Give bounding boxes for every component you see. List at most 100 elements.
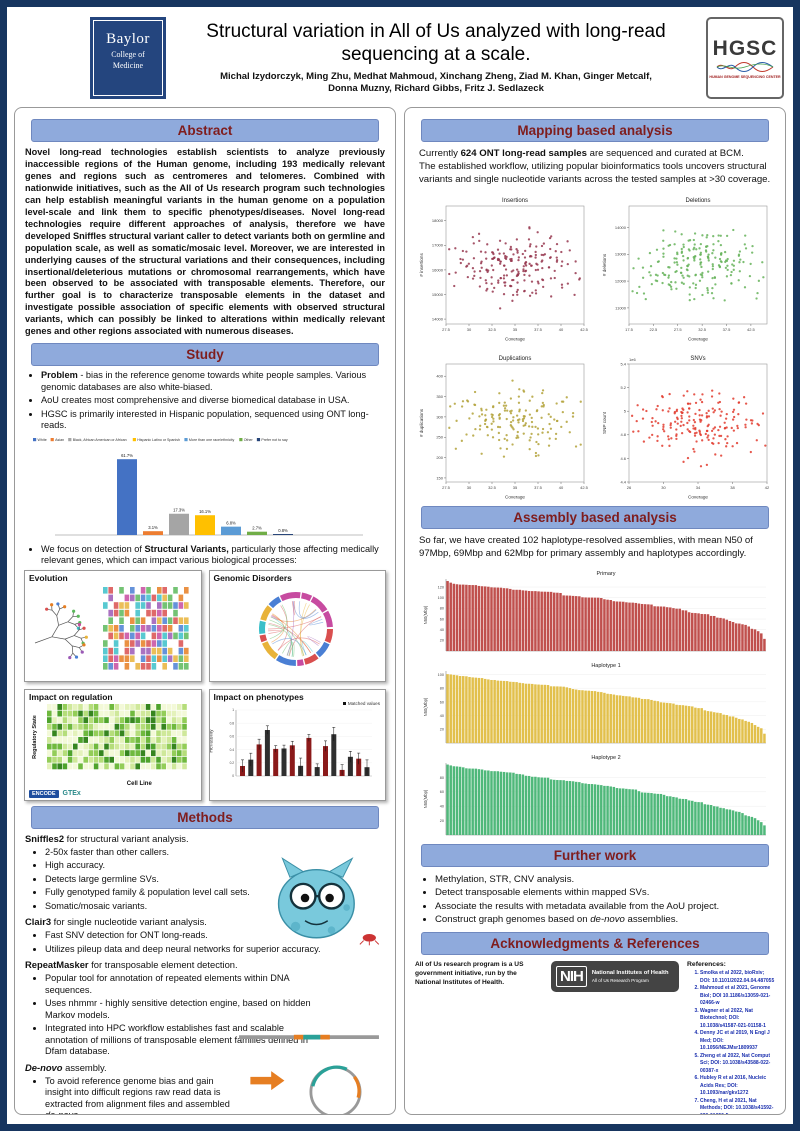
svg-text:40: 40 [440,714,444,718]
svg-text:35: 35 [513,485,518,490]
svg-text:Coverage: Coverage [505,494,525,499]
svg-text:32.5: 32.5 [698,327,707,332]
authors-line: Michal Izydorczyk, Ming Zhu, Medhat Mahm… [220,71,652,83]
denovo-assembly-diagram [239,1034,379,1114]
columns: Abstract Novel long-read technologies es… [14,107,786,1115]
hgsc-logo: HGSC HUMAN GENOME SEQUENCING CENTER [706,17,784,99]
svg-text:40: 40 [559,327,564,332]
tool-name: De-novo [25,1062,63,1073]
further-work-list: Methylation, STR, CNV analysis. Detect t… [411,873,779,927]
acknowledgments-heading: Acknowledgments & References [421,932,769,956]
svg-text:37.5: 37.5 [723,327,732,332]
demographics-bar-chart: White Asian Black, African American or Afr… [27,435,383,541]
svg-text:80: 80 [440,606,444,610]
svg-text:0.2: 0.2 [229,761,234,765]
bullet-item: We focus on detection of Structural Vari… [41,544,389,567]
svg-text:# deletions: # deletions [602,253,607,276]
svg-text:Black, African American or Afr: Black, African American or African [73,438,127,442]
sv-scatter-grid: Insertions 27.5 30 32.5 35 37.5 40 42.5 Coverage… [416,192,774,501]
svg-text:42.5: 42.5 [580,327,589,332]
svg-text:Deletions: Deletions [685,198,710,204]
svg-text:5: 5 [624,408,627,413]
svg-text:Duplications: Duplications [499,356,532,362]
bullet-text: AoU creates most comprehensive and diver… [41,395,350,406]
svg-text:35: 35 [513,327,518,332]
reference-item: Zheng et al 2022, Nat Comput Sci; DOI: 1… [700,1053,775,1076]
svg-text:3.1%: 3.1% [148,525,158,530]
svg-text:# duplications: # duplications [419,408,424,437]
svg-text:27.5: 27.5 [674,327,683,332]
baylor-logo-line: College of [111,50,145,59]
svg-text:32.5: 32.5 [488,327,497,332]
svg-text:White: White [38,438,47,442]
bullet-item: Fully genotyped family & population leve… [45,887,259,899]
regulation-logos: ENCODE GTEx [29,789,81,798]
svg-text:20: 20 [440,819,444,823]
assembly-text: So far, we have created 102 haplotype-re… [419,534,753,559]
svg-text:SNP count: SNP count [602,411,607,434]
nih-line: National Institutes of Health [591,970,669,977]
bullet-text: - bias in the reference genome towards w… [41,370,367,392]
denovo-italic: De-novo [25,1061,63,1073]
study-heading: Study [31,343,379,367]
svg-text:42.5: 42.5 [747,327,756,332]
bullet-item: To avoid reference genome bias and gain … [45,1076,235,1114]
svg-text:400: 400 [436,373,443,378]
reference-item: Smolka et al 2022, bioRxiv; DOI: 10.1101… [700,970,775,985]
gtex-logo: GTEx [62,790,81,798]
svg-text:0: 0 [232,774,234,778]
mapping-heading: Mapping based analysis [421,119,769,142]
svg-text:More than one race/ethnicity: More than one race/ethnicity [189,438,235,442]
svg-text:0.8%: 0.8% [278,528,288,533]
svg-text:N50(Mbp): N50(Mbp) [423,789,428,808]
intro-text: Currently [419,148,461,159]
svg-text:5.4: 5.4 [620,361,626,366]
svg-text:350: 350 [436,394,443,399]
regulation-heatmap-figure [47,703,187,770]
svg-text:17.5: 17.5 [625,327,634,332]
poster-header: Baylor College of Medicine Structural va… [14,12,786,104]
svg-text:42: 42 [765,485,770,490]
svg-text:0.6: 0.6 [229,734,234,738]
svg-text:37.5: 37.5 [534,485,543,490]
nih-line: All of Us Research Program [591,978,649,984]
svg-text:17.3%: 17.3% [173,507,185,512]
methods-section-title: Sniffles2 for structural variant analysi… [25,833,385,844]
svg-text:14000: 14000 [615,225,627,230]
denovo-italic: de-novo [45,1110,78,1114]
circos-plot-figure [258,591,333,666]
reference-item: Cheng, H et al 2021, Nat Methods; DOI: 1… [700,1098,775,1114]
panel-title: Impact on regulation [29,691,113,702]
mapping-body: The established workflow, utilizing popu… [419,160,771,185]
authors-line: Donna Muzny, Richard Gibbs, Fritz J. Sed… [328,82,544,94]
bullet-text: Construct graph genomes based on [435,913,591,925]
bullet-item: Uses nhmmr - highly sensitive detection … [45,998,325,1021]
svg-text:34: 34 [696,485,701,490]
svg-text:61.7%: 61.7% [121,453,133,458]
svg-text:30: 30 [661,485,666,490]
svg-text:SNVs: SNVs [690,356,705,362]
bullet-bold: Problem [41,370,78,381]
snvs-scatter-chart: SNVs 26 30 34 38 42 Coverage 4.4 4.6 4.8 5 5.2 5.4 SN… [599,350,774,501]
left-column: Abstract Novel long-read technologies es… [14,107,396,1115]
legend-swatch [342,701,346,705]
bullet-item: Problem - bias in the reference genome t… [41,370,389,393]
panel-genomic-disorders: Genomic Disorders [208,569,386,682]
baylor-logo: Baylor College of Medicine [90,17,166,99]
nih-logo-box: NIH National Institutes of Health All of… [551,961,679,993]
svg-text:80: 80 [440,775,444,779]
bullet-item: 2-50x faster than other callers. [45,847,259,859]
svg-text:Insertions: Insertions [502,198,528,204]
aou-statement: All of Us research program is a US gover… [415,961,524,987]
svg-text:Hispanic Latino or Spanish: Hispanic Latino or Spanish [137,438,180,442]
svg-text:N50(Mbp): N50(Mbp) [423,697,428,716]
svg-text:1: 1 [232,708,234,712]
svg-text:Prefer not to say: Prefer not to say [261,438,288,442]
svg-text:150: 150 [436,475,443,480]
bullet-item: Utilizes pileup data and deep neural net… [45,944,385,956]
poster-authors: Michal Izydorczyk, Ming Zhu, Medhat Mahm… [172,71,700,95]
section-title-rest: for structural variant analysis. [64,832,189,844]
duplications-scatter-chart: Duplications 27.5 30 32.5 35 37.5 40 42.5 Covera… [416,350,591,501]
sniffles-mascot-illustration [277,856,380,946]
